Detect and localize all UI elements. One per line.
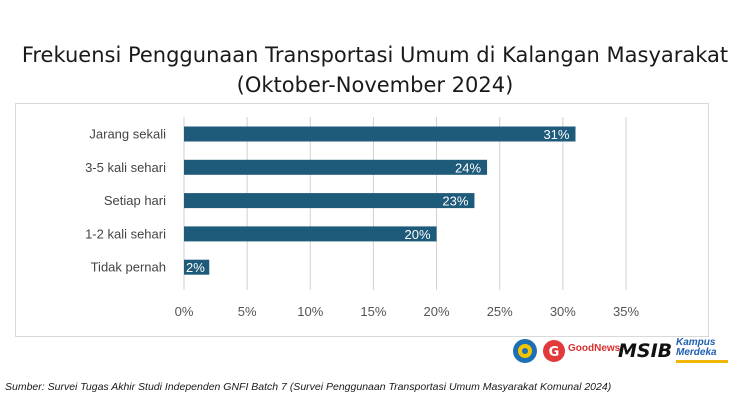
svg-text:G: G bbox=[549, 345, 560, 360]
kemendikbud-logo-icon bbox=[513, 339, 537, 363]
x-tick-label: 35% bbox=[613, 304, 639, 319]
logo-strip: G GoodNews MSIB Kampus Merdeka bbox=[512, 338, 744, 368]
category-label: Jarang sekali bbox=[89, 127, 166, 142]
data-label: 24% bbox=[455, 160, 481, 175]
x-tick-label: 20% bbox=[424, 304, 450, 319]
source-note: Sumber: Survei Tugas Akhir Studi Indepen… bbox=[5, 381, 612, 393]
x-tick-label: 15% bbox=[360, 304, 386, 319]
chart-title: Frekuensi Penggunaan Transportasi Umum d… bbox=[0, 40, 750, 100]
bar bbox=[184, 126, 576, 142]
chart-title-line-1: Frekuensi Penggunaan Transportasi Umum d… bbox=[21, 43, 729, 67]
goodnews-wordmark: GoodNews bbox=[568, 343, 621, 354]
data-label: 23% bbox=[442, 194, 468, 209]
category-labels: Jarang sekali 3-5 kali sehari Setiap hari 1… bbox=[85, 127, 166, 275]
kampus-merdeka-wordmark: Kampus Merdeka bbox=[676, 338, 728, 363]
x-tick-label: 30% bbox=[550, 304, 576, 319]
kampus-merdeka-underline bbox=[676, 360, 728, 363]
bar bbox=[184, 159, 488, 175]
x-tick-label: 5% bbox=[238, 304, 257, 319]
category-label: 1-2 kali sehari bbox=[85, 226, 166, 241]
x-tick-label: 0% bbox=[175, 304, 194, 319]
category-label: Tidak pernah bbox=[91, 260, 166, 275]
chart-title-line-2: (Oktober-November 2024) bbox=[236, 73, 514, 97]
data-label: 31% bbox=[543, 127, 569, 142]
chart-frame bbox=[15, 103, 709, 337]
category-label: Setiap hari bbox=[104, 193, 166, 208]
category-label: 3-5 kali sehari bbox=[85, 160, 166, 175]
msib-wordmark: MSIB bbox=[618, 340, 673, 362]
data-labels: 31% 24% 23% 20% 2% bbox=[186, 127, 570, 275]
data-label: 2% bbox=[186, 260, 205, 275]
bar bbox=[184, 259, 210, 275]
x-tick-label: 25% bbox=[487, 304, 513, 319]
goodnews-logo-icon: G bbox=[543, 340, 565, 362]
data-label: 20% bbox=[405, 227, 431, 242]
bar bbox=[184, 226, 437, 242]
bars bbox=[184, 126, 576, 275]
x-tick-label: 10% bbox=[297, 304, 323, 319]
x-axis-ticks: 0% 5% 10% 15% 20% 25% 30% 35% bbox=[175, 304, 640, 319]
bar bbox=[184, 193, 475, 209]
